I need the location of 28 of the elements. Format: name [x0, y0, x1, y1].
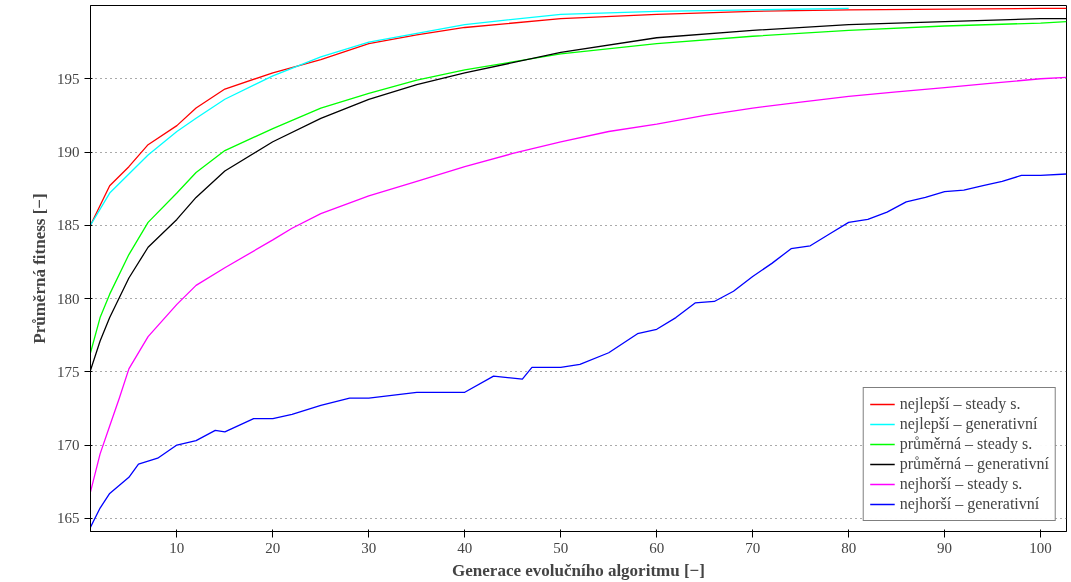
legend-label: průměrná – generativní — [899, 455, 1049, 473]
legend-label: nejhorší – generativní — [899, 495, 1040, 513]
line-series — [90, 7, 850, 226]
x-axis-title: Generace evolučního algoritmu [−] — [452, 560, 705, 580]
legend-label: nejhorší – steady s. — [899, 475, 1023, 493]
x-tick-label: 50 — [553, 539, 569, 556]
y-axis-title: Průměrná fitness [−] — [30, 193, 49, 344]
y-tick-label: 170 — [57, 437, 80, 454]
y-tick-label: 165 — [57, 510, 80, 527]
legend-label: nejlepší – steady s. — [899, 395, 1021, 413]
x-tick-label: 70 — [745, 539, 761, 556]
y-tick-label: 195 — [57, 70, 80, 87]
legend-label: nejlepší – generativní — [899, 415, 1038, 433]
y-tick-label: 175 — [57, 363, 80, 380]
x-tick-label: 10 — [169, 539, 185, 556]
x-tick-label: 40 — [457, 539, 473, 556]
legend-label: průměrná – steady s. — [899, 435, 1033, 453]
x-tick-label: 60 — [649, 539, 665, 556]
x-tick-label: 30 — [361, 539, 377, 556]
x-tick-label: 80 — [841, 539, 857, 556]
line-series — [90, 76, 1067, 493]
x-tick-label: 100 — [1029, 539, 1052, 556]
line-series — [90, 173, 1067, 528]
y-tick-label: 180 — [57, 290, 80, 307]
y-tick-label: 185 — [57, 217, 80, 234]
x-tick-label: 20 — [265, 539, 281, 556]
x-tick-label: 90 — [937, 539, 953, 556]
y-tick-label: 190 — [57, 144, 80, 161]
